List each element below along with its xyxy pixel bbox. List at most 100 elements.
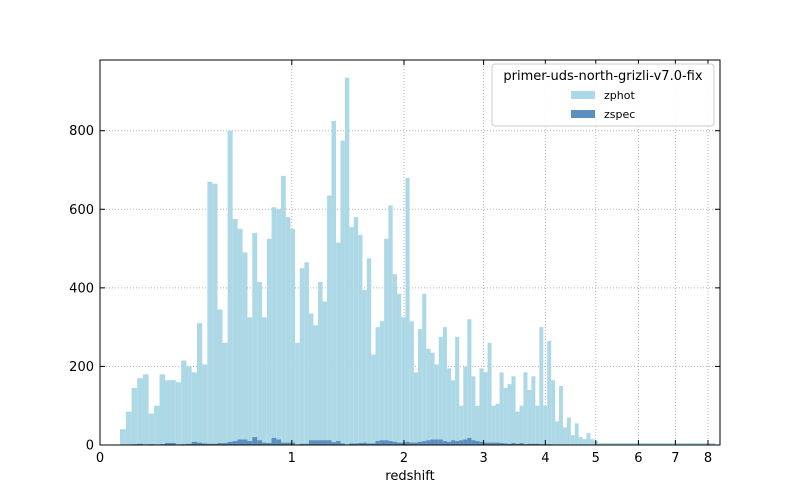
bar-zspec [323,440,328,445]
bar-zphot [120,429,126,445]
bar-zspec [376,441,380,445]
bar-zphot [309,313,314,445]
bar-zphot [137,378,143,445]
x-axis-label: redshift [385,469,434,484]
bar-zphot [516,412,520,445]
bar-zphot [187,366,192,445]
bar-zspec [272,438,277,445]
bar-zphot [488,343,492,445]
bar-zphot [367,258,371,445]
bar-zphot [181,361,186,445]
bar-zphot [384,239,388,445]
bar-zphot [149,414,155,445]
bar-zphot [262,317,267,445]
bar-zspec [463,440,467,446]
bar-zphot [508,384,512,445]
bar-zspec [443,441,447,445]
bar-zspec [471,440,475,445]
bar-zphot [380,321,384,445]
bar-zspec [439,440,443,446]
bar-zphot [422,294,426,445]
bar-zphot [463,366,467,445]
bar-zphot [451,380,455,445]
bar-zspec [238,440,243,446]
bar-zphot [217,309,222,445]
bar-zspec [243,440,248,446]
bar-zphot [358,235,362,445]
x-tick-label: 6 [634,451,642,466]
bar-zphot [354,217,358,445]
bar-zphot [160,374,166,445]
bar-zphot [520,406,524,445]
bar-zphot [527,390,531,445]
bar-zphot [547,341,551,445]
bar-zphot [376,327,380,445]
legend-title: primer-uds-north-grizli-v7.0-fix [503,69,702,84]
bar-zphot [281,176,286,445]
bar-zphot [286,217,291,445]
bar-zphot [447,368,451,445]
bar-zphot [431,353,435,445]
bar-zphot [212,184,217,445]
bar-zphot [290,229,295,445]
bar-zphot [313,325,318,445]
bar-zphot [176,382,181,445]
bar-zphot [439,337,443,445]
bar-zphot [143,374,149,445]
bar-zphot [471,376,475,445]
bar-zphot [300,268,305,445]
bar-zphot [238,229,243,445]
bar-zphot [233,219,238,445]
bar-zphot [551,380,555,445]
bar-zspec [388,441,392,445]
bar-zspec [451,440,455,445]
bar-zphot [304,262,309,445]
x-tick-label: 5 [592,451,600,466]
bar-zphot [523,372,527,445]
x-tick-label: 8 [704,451,712,466]
bar-zphot [371,355,375,445]
y-tick-label: 200 [69,360,94,375]
y-tick-label: 600 [69,203,94,218]
bar-zphot [500,372,504,445]
bar-zspec [455,441,459,445]
legend: primer-uds-north-grizli-v7.0-fixzphotzsp… [492,64,714,126]
y-tick-label: 400 [69,281,94,296]
bar-zphot [583,439,587,445]
bar-zspec [233,441,238,445]
legend-label-zphot: zphot [604,89,635,102]
bar-zphot [165,380,170,445]
bar-zphot [192,372,197,445]
bar-zspec [435,440,439,446]
bar-zphot [531,376,535,445]
bar-zspec [336,441,340,445]
bar-zphot [459,406,463,445]
bar-zphot [455,337,459,445]
legend-swatch-zphot [571,91,595,99]
bar-zphot [388,205,392,445]
bar-zphot [272,207,277,445]
bar-zphot [126,412,132,445]
bar-zphot [202,364,207,445]
bar-zphot [267,239,272,445]
bar-zphot [349,227,353,445]
bar-zspec [475,441,479,445]
bar-zphot [496,404,500,445]
bar-zspec [318,440,322,445]
bar-zspec [380,440,384,445]
bar-zspec [384,440,388,445]
bar-zphot [401,317,405,445]
bar-zphot [295,343,300,445]
bar-zphot [257,282,262,445]
bar-zphot [393,274,397,445]
bar-zspec [313,440,318,445]
bar-zphot [567,418,571,446]
bar-zphot [571,435,575,445]
bar-zspec [247,441,252,445]
bar-zphot [228,131,233,445]
bar-zphot [555,421,559,445]
bar-zphot [443,327,447,445]
bar-zphot [207,182,212,445]
